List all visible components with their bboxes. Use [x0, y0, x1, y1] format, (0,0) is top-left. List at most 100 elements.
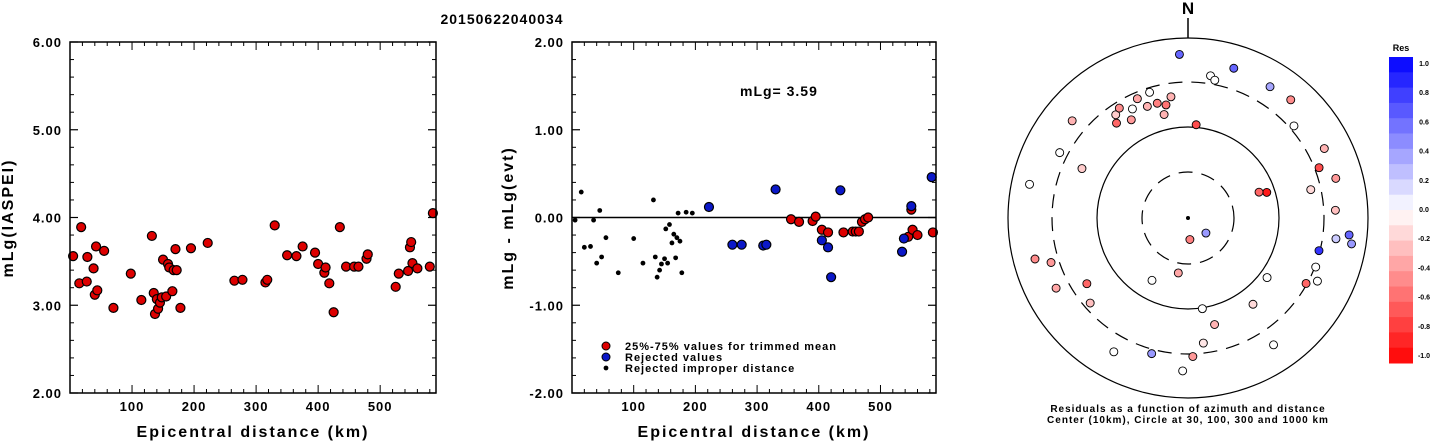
colorbar-cell	[1389, 317, 1413, 333]
mlg-point	[406, 236, 417, 248]
improper-distance-point	[663, 226, 669, 232]
mlg-point	[282, 250, 293, 261]
colorbar-cell	[1389, 87, 1413, 104]
middle-y-tick-label: 1.00	[535, 123, 564, 138]
rejected-point	[736, 239, 747, 250]
colorbar-tick-label: -0.2	[1418, 236, 1430, 243]
rejected-point	[898, 233, 910, 244]
polar-residual-point	[1262, 187, 1272, 197]
mlg-point	[68, 251, 79, 262]
mlg-point	[146, 230, 157, 242]
trimmed-mean-point	[838, 227, 849, 238]
mlg-point	[402, 265, 414, 277]
polar-residual-point	[1111, 110, 1121, 120]
mlg-point	[328, 307, 339, 318]
rejected-point	[703, 201, 715, 213]
polar-residual-point	[1319, 144, 1329, 153]
mlg-point	[185, 243, 197, 254]
legend-marker-trimmed	[601, 341, 611, 351]
colorbar-tick-label: 1.0	[1419, 61, 1429, 68]
polar-residual-point	[1331, 234, 1341, 244]
polar-residual-point	[1082, 279, 1092, 289]
mlg-point	[427, 208, 438, 219]
polar-residual-point	[1248, 299, 1258, 309]
colorbar-cell	[1389, 225, 1413, 242]
mlg-point	[324, 278, 335, 289]
mlg-point	[412, 263, 423, 274]
colorbar-cell	[1389, 347, 1413, 364]
colorbar-cell	[1389, 57, 1413, 73]
polar-residual-point	[1269, 340, 1279, 350]
polar-residual-point	[1201, 228, 1211, 238]
rejected-point	[816, 235, 827, 246]
colorbar-cell	[1389, 194, 1413, 211]
improper-distance-point	[689, 210, 695, 216]
polar-residual-point	[1289, 121, 1299, 131]
polar-residual-point	[1127, 104, 1137, 114]
left-x-tick-label: 100	[120, 399, 145, 414]
colorbar-cell	[1389, 164, 1413, 180]
polar-residual-point	[1185, 235, 1195, 244]
polar-residual-point	[1210, 75, 1220, 85]
improper-distance-point	[603, 235, 609, 241]
colorbar-tick-label: -0.4	[1418, 265, 1430, 272]
rejected-point	[727, 239, 738, 250]
polar-residual-point	[1109, 347, 1119, 357]
rejected-point	[906, 200, 917, 212]
colorbar-cell	[1389, 301, 1413, 318]
polar-residual-point	[1142, 101, 1152, 111]
mlg-point	[237, 274, 248, 285]
mlg-point	[81, 276, 92, 287]
mlg-point	[334, 222, 345, 233]
mlg-point	[309, 247, 321, 258]
colorbar-cell	[1389, 255, 1413, 272]
polar-caption-line1: Residuals as a function of azimuth and d…	[1050, 404, 1325, 415]
improper-distance-point	[631, 236, 637, 241]
colorbar-cell	[1389, 210, 1413, 226]
polar-residual-point	[1306, 185, 1316, 195]
middle-y-axis-label: mLg - mLg(evt)	[500, 146, 517, 290]
mlg-point	[76, 222, 87, 233]
colorbar-cell	[1389, 133, 1413, 150]
trimmed-mean-point	[927, 227, 939, 238]
legend-label: 25%-75% values for trimmed mean	[625, 341, 837, 353]
improper-distance-point	[683, 209, 689, 215]
left-x-tick-label: 200	[182, 399, 207, 414]
left-y-tick-label: 4.00	[33, 211, 62, 226]
rejected-point	[835, 185, 846, 196]
polar-residual-point	[1173, 268, 1183, 278]
mlg-point	[82, 251, 93, 263]
polar-residual-point	[1347, 239, 1357, 249]
circle-30km	[1141, 171, 1235, 265]
polar-residual-point	[1344, 230, 1354, 240]
improper-distance-point	[591, 217, 596, 223]
polar-residual-point	[1331, 173, 1341, 183]
colorbar-cell	[1389, 102, 1413, 119]
colorbar-cell	[1389, 240, 1413, 257]
mlg-point	[167, 286, 178, 297]
polar-residual-point	[1112, 118, 1121, 128]
polar-residual-point	[1132, 94, 1142, 104]
polar-residual-point	[1262, 273, 1272, 283]
polar-center	[1186, 216, 1190, 220]
polar-residual-point	[1147, 349, 1157, 359]
polar-residual-point	[1191, 120, 1201, 130]
colorbar-cell	[1389, 118, 1413, 134]
middle-y-tick-label: 2.00	[535, 35, 564, 50]
polar-residual-point	[1159, 110, 1169, 119]
mlg-point	[269, 220, 280, 231]
middle-y-tick-label: 0.00	[535, 211, 564, 226]
legend-label: Rejected improper distance	[625, 363, 795, 375]
rejected-point	[926, 172, 937, 183]
improper-distance-point	[651, 197, 656, 203]
mlg-point	[353, 261, 364, 272]
polar-residual-point	[1152, 98, 1162, 108]
improper-distance-point	[675, 210, 681, 216]
polar-residual-point	[1188, 352, 1198, 361]
polar-residual-point	[1312, 276, 1322, 286]
polar-residual-point	[1166, 92, 1176, 102]
polar-residual-point	[1314, 163, 1324, 173]
polar-residual-point	[1301, 278, 1311, 288]
trimmed-mean-point	[912, 229, 923, 241]
